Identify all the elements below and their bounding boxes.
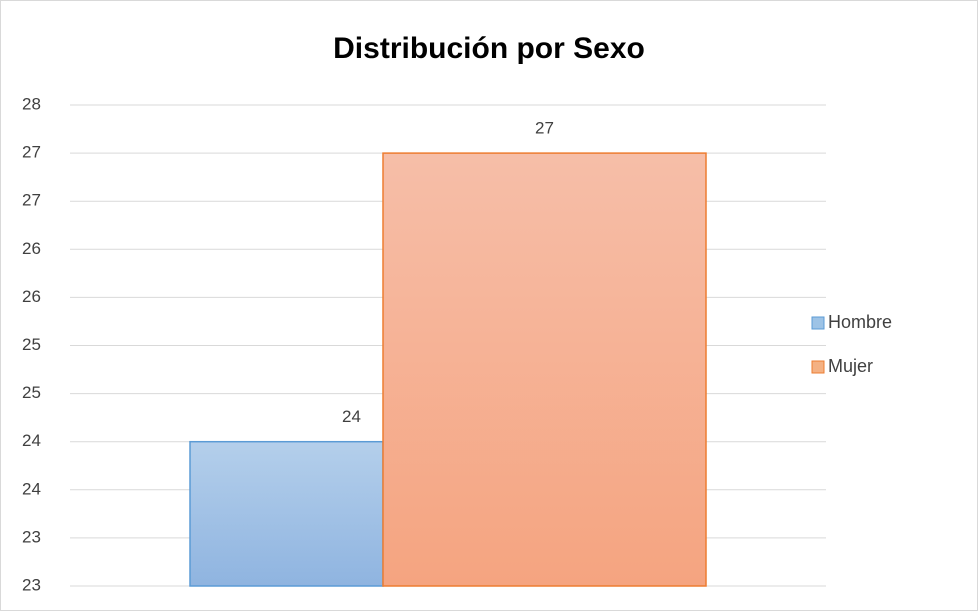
- y-tick-label: 27: [22, 191, 41, 210]
- legend-label: Hombre: [828, 312, 892, 332]
- y-tick-label: 26: [22, 287, 41, 306]
- y-tick-label: 26: [22, 239, 41, 258]
- y-tick-label: 25: [22, 335, 41, 354]
- y-tick-label: 24: [22, 431, 41, 450]
- bar: [189, 440, 384, 587]
- data-label: 24: [342, 407, 361, 426]
- y-tick-label: 23: [22, 575, 41, 594]
- y-tick-label: 23: [22, 527, 41, 546]
- y-tick-label: 28: [22, 94, 41, 113]
- chart-title: Distribución por Sexo: [333, 32, 645, 65]
- y-tick-label: 27: [22, 143, 41, 162]
- bar: [382, 152, 707, 587]
- data-label: 27: [535, 119, 554, 138]
- legend-swatch: [811, 316, 825, 330]
- legend-label: Mujer: [828, 356, 873, 376]
- legend-swatch: [811, 360, 825, 374]
- y-tick-label: 25: [22, 383, 41, 402]
- y-tick-label: 24: [22, 479, 41, 498]
